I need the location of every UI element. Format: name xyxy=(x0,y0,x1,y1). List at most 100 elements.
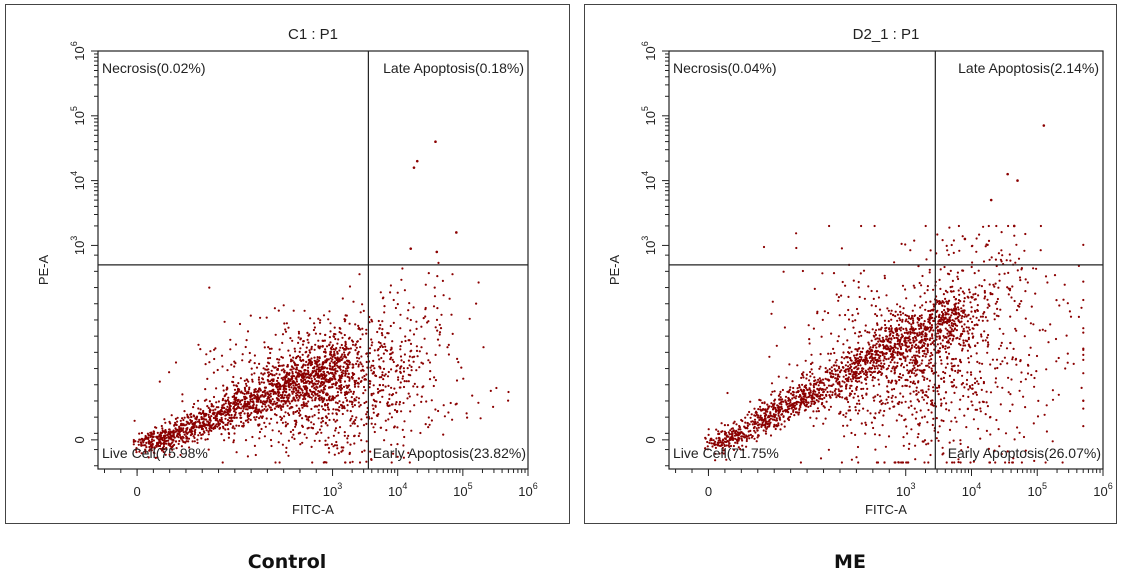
data-point xyxy=(339,346,342,349)
data-point xyxy=(317,359,321,362)
data-point xyxy=(789,401,792,404)
data-point xyxy=(260,401,264,404)
data-point xyxy=(198,418,201,421)
data-point xyxy=(908,322,911,325)
data-point xyxy=(947,341,950,344)
data-point xyxy=(154,456,157,459)
data-point xyxy=(344,361,347,364)
data-point xyxy=(258,430,262,434)
data-point xyxy=(286,404,289,407)
data-point xyxy=(233,427,236,430)
data-point xyxy=(243,386,246,389)
data-point xyxy=(280,400,283,403)
data-point xyxy=(795,391,798,394)
data-point xyxy=(370,338,373,341)
data-point xyxy=(782,415,785,418)
data-point xyxy=(871,353,874,356)
data-point xyxy=(409,410,412,413)
data-point xyxy=(189,434,192,437)
data-point xyxy=(976,360,979,363)
data-point xyxy=(250,367,253,370)
data-point xyxy=(258,417,261,420)
data-point xyxy=(396,426,399,429)
data-point xyxy=(257,378,260,381)
data-point xyxy=(732,429,735,432)
data-point xyxy=(747,430,750,433)
data-point xyxy=(821,318,824,321)
data-point xyxy=(341,336,344,339)
data-point xyxy=(902,436,905,439)
data-point xyxy=(410,429,413,432)
data-point xyxy=(791,380,794,383)
data-point xyxy=(363,401,366,405)
data-point xyxy=(397,376,400,379)
data-point xyxy=(907,406,910,409)
data-point xyxy=(280,432,283,435)
data-point xyxy=(287,326,290,329)
data-point xyxy=(317,317,320,320)
data-point xyxy=(263,341,266,344)
data-point xyxy=(332,348,335,351)
data-point xyxy=(309,364,312,367)
data-point xyxy=(306,338,309,341)
data-point xyxy=(336,370,339,373)
data-point xyxy=(1044,275,1048,278)
data-point xyxy=(900,242,903,245)
data-point xyxy=(960,307,963,310)
data-point xyxy=(879,359,882,362)
data-point xyxy=(244,345,247,349)
data-point xyxy=(270,417,273,420)
data-point xyxy=(301,353,304,356)
data-point xyxy=(317,345,320,348)
data-point xyxy=(364,389,367,392)
data-point xyxy=(986,345,989,348)
data-point xyxy=(916,332,919,335)
data-point xyxy=(844,364,847,367)
data-point xyxy=(195,415,199,418)
data-point xyxy=(316,392,319,395)
data-point xyxy=(225,413,228,416)
data-point xyxy=(194,421,197,424)
data-point xyxy=(353,399,356,402)
data-point xyxy=(926,396,930,399)
data-point xyxy=(492,405,495,408)
data-point xyxy=(941,304,944,307)
data-point xyxy=(390,386,393,389)
data-point xyxy=(160,436,163,439)
data-point xyxy=(875,290,879,293)
data-point xyxy=(736,431,739,434)
data-point xyxy=(979,376,982,380)
data-point xyxy=(269,406,272,409)
data-point xyxy=(857,395,860,398)
data-point xyxy=(390,352,393,355)
data-point xyxy=(1029,322,1032,325)
data-point xyxy=(318,428,322,431)
data-point xyxy=(947,409,951,412)
data-point xyxy=(318,439,321,442)
data-point xyxy=(796,387,799,390)
data-point xyxy=(271,398,274,401)
data-point xyxy=(266,408,269,411)
data-point xyxy=(1063,283,1066,286)
data-point xyxy=(885,376,888,379)
data-point xyxy=(451,273,454,276)
data-point xyxy=(307,419,310,422)
data-point xyxy=(843,357,846,360)
data-point xyxy=(909,249,912,252)
data-point xyxy=(237,405,240,408)
data-point xyxy=(286,372,289,375)
data-point xyxy=(711,445,714,448)
data-point xyxy=(292,309,295,312)
data-point xyxy=(887,309,890,312)
data-point xyxy=(255,415,258,419)
data-point xyxy=(948,346,951,349)
data-point xyxy=(399,355,403,358)
data-point xyxy=(331,372,334,375)
data-point xyxy=(271,365,274,368)
data-point xyxy=(302,340,305,343)
data-point xyxy=(230,363,233,366)
data-point xyxy=(779,401,782,404)
data-point xyxy=(854,348,857,351)
data-point xyxy=(714,459,717,462)
data-point xyxy=(372,364,375,367)
